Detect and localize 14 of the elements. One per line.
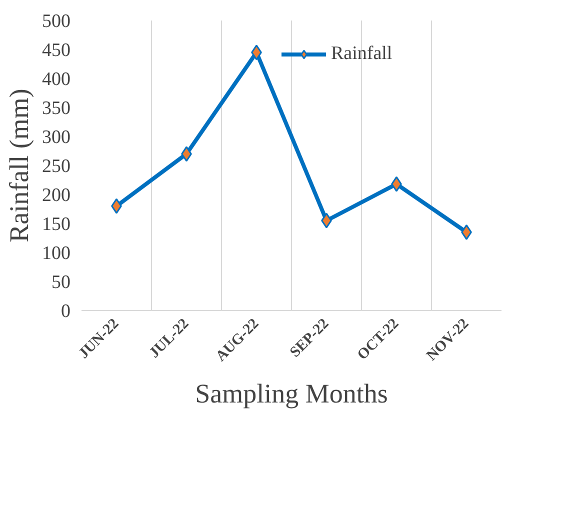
y-tick-label: 150 bbox=[42, 214, 70, 235]
x-axis-title: Sampling Months bbox=[195, 378, 388, 409]
y-tick-label: 500 bbox=[42, 11, 70, 32]
y-tick-label: 50 bbox=[52, 272, 70, 293]
y-tick-label: 250 bbox=[42, 156, 70, 177]
y-tick-label: 450 bbox=[42, 40, 70, 61]
y-tick-label: 200 bbox=[42, 185, 70, 206]
y-tick-label: 400 bbox=[42, 69, 70, 90]
y-axis-title: Rainfall (mm) bbox=[4, 88, 34, 242]
y-tick-label: 350 bbox=[42, 98, 70, 119]
y-tick-label: 100 bbox=[42, 243, 70, 264]
y-tick-label: 0 bbox=[61, 301, 70, 322]
y-tick-label: 300 bbox=[42, 127, 70, 148]
legend-label: Rainfall bbox=[331, 43, 392, 65]
